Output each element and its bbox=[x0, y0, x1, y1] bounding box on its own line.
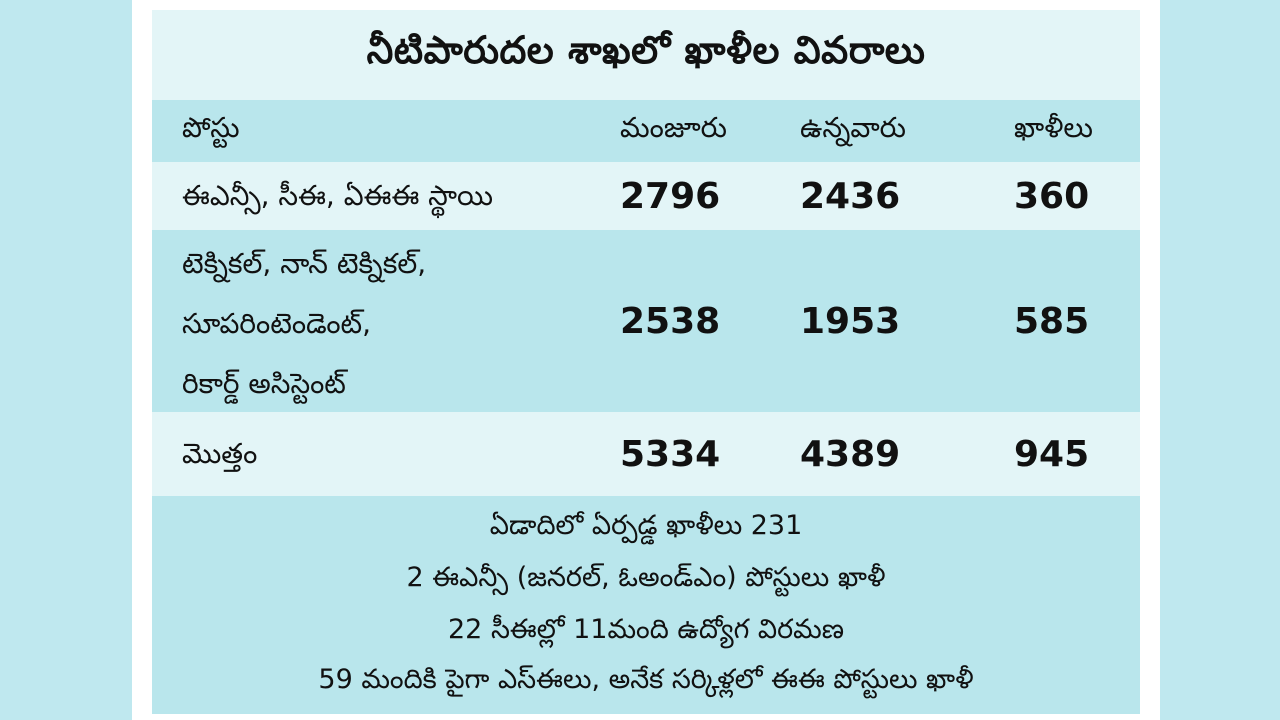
working-value: 1953 bbox=[800, 300, 901, 342]
total-working-value: 4389 bbox=[800, 433, 901, 475]
post-name-line: టెక్నికల్, నాన్ టెక్నికల్, bbox=[182, 247, 427, 280]
sanctioned-value: 2538 bbox=[620, 300, 721, 342]
note-line: 59 మందికి పైగా ఎస్ఈలు, అనేక సర్కిళ్లలో ఈ… bbox=[318, 664, 974, 695]
note-line: 22 సీఈల్లో 11మంది ఉద్యోగ విరమణ bbox=[448, 614, 844, 645]
note-line: 2 ఈఎన్సీ (జనరల్, ఓఅండ్ఎం) పోస్టులు ఖాళీ bbox=[406, 562, 886, 593]
post-name-line: రికార్డ్ అసిస్టెంట్ bbox=[182, 367, 346, 400]
header-sanctioned: మంజూరు bbox=[620, 111, 727, 144]
notes-section: ఏడాదిలో ఏర్పడ్డ ఖాళీలు 231 2 ఈఎన్సీ (జనర… bbox=[152, 496, 1140, 714]
post-name-line: సూపరింటెండెంట్, bbox=[182, 307, 372, 340]
sanctioned-value: 2796 bbox=[620, 175, 721, 217]
header-post: పోస్టు bbox=[182, 111, 240, 144]
table-row: ఈఎన్సీ, సీఈ, ఏఈఈ స్థాయి 2796 2436 360 bbox=[152, 162, 1140, 230]
post-name: ఈఎన్సీ, సీఈ, ఏఈఈ స్థాయి bbox=[182, 179, 494, 212]
total-sanctioned-value: 5334 bbox=[620, 433, 721, 475]
table-total-row: మొత్తం 5334 4389 945 bbox=[152, 412, 1140, 496]
info-panel: నీటిపారుదల శాఖలో ఖాళీల వివరాలు పోస్టు మం… bbox=[132, 0, 1160, 720]
total-vacant-value: 945 bbox=[1014, 433, 1090, 475]
working-value: 2436 bbox=[800, 175, 901, 217]
post-name: టెక్నికల్, నాన్ టెక్నికల్, సూపరింటెండెంట… bbox=[182, 234, 426, 414]
table-row: టెక్నికల్, నాన్ టెక్నికల్, సూపరింటెండెంట… bbox=[152, 230, 1140, 412]
note-line: ఏడాదిలో ఏర్పడ్డ ఖాళీలు 231 bbox=[489, 510, 803, 541]
vacant-value: 360 bbox=[1014, 175, 1090, 217]
page-title: నీటిపారుదల శాఖలో ఖాళీల వివరాలు bbox=[366, 28, 926, 72]
table-header-row: పోస్టు మంజూరు ఉన్నవారు ఖాళీలు bbox=[152, 100, 1140, 162]
total-label: మొత్తం bbox=[182, 437, 258, 470]
vacancy-table-card: నీటిపారుదల శాఖలో ఖాళీల వివరాలు పోస్టు మం… bbox=[152, 10, 1140, 714]
title-band: నీటిపారుదల శాఖలో ఖాళీల వివరాలు bbox=[152, 10, 1140, 100]
vacant-value: 585 bbox=[1014, 300, 1090, 342]
header-working: ఉన్నవారు bbox=[800, 111, 906, 144]
header-vacant: ఖాళీలు bbox=[1014, 111, 1093, 144]
